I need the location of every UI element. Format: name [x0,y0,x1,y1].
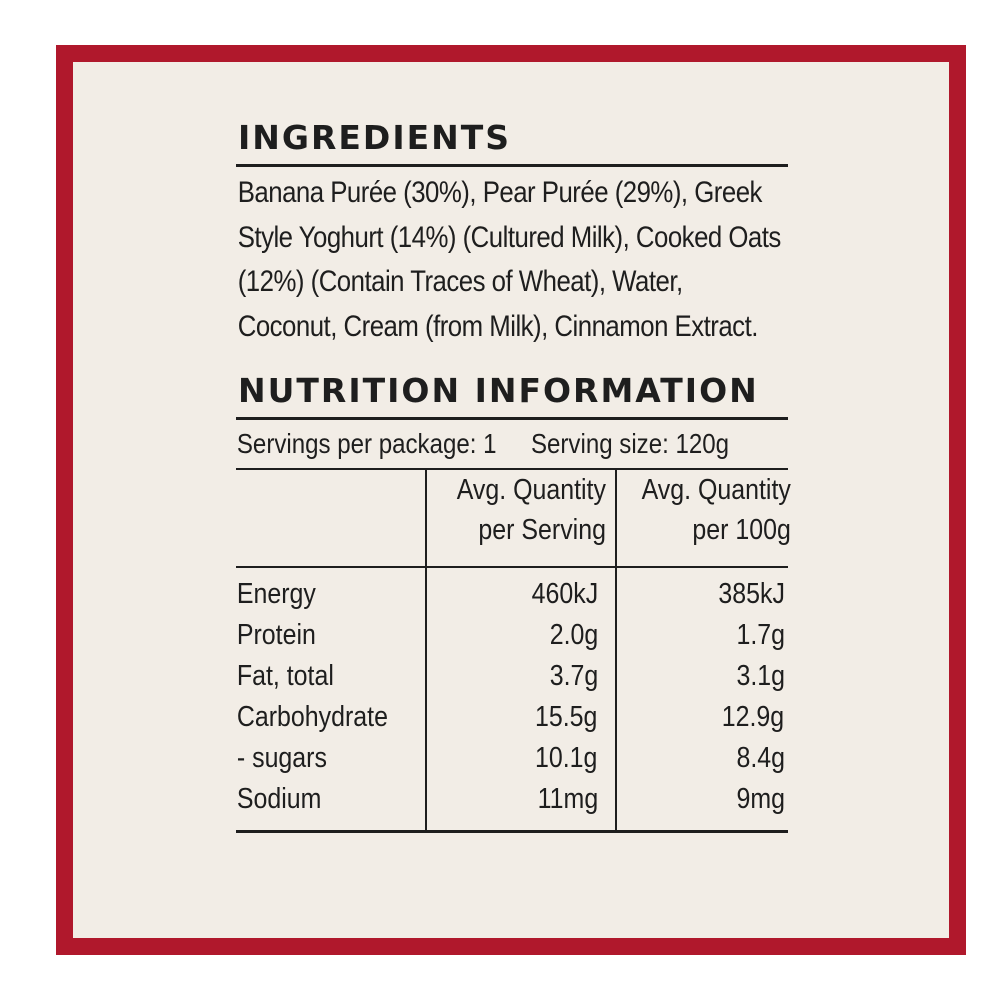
table-row: Carbohydrate 15.5g 12.9g [236,697,788,738]
value-per-100g: 385kJ [718,578,785,610]
nutrient-name: Sodium [236,783,322,815]
header-per-serving-line1: Avg. Quantity [457,474,607,506]
value-per-serving: 10.1g [535,742,598,774]
value-per-100g: 1.7g [736,619,785,651]
nutrition-table: Avg. Quantity per Serving Avg. Quantity … [236,470,791,834]
nutrition-divider [236,417,788,420]
header-blank-cell [236,470,426,568]
servings-info: Servings per package: 1 Serving size: 12… [236,420,787,468]
nutrient-name: Protein [236,619,316,651]
value-per-serving: 2.0g [549,619,598,651]
ingredients-divider [236,164,788,167]
value-per-serving: 11mg [537,783,598,815]
ingredients-list: Banana Purée (30%), Pear Purée (29%), Gr… [237,176,782,343]
value-per-serving: 3.7g [549,660,598,692]
value-per-100g: 9mg [736,783,785,815]
table-bottom-rule [236,830,788,834]
servings-divider [236,468,788,470]
table-row: - sugars 10.1g 8.4g [236,738,788,779]
table-row: Fat, total 3.7g 3.1g [236,656,788,697]
table-row: Energy 460kJ 385kJ [236,567,788,615]
value-per-serving: 15.5g [535,701,598,733]
table-row: Sodium 11mg 9mg [236,779,788,832]
nutrient-name: Fat, total [236,660,334,692]
value-per-100g: 12.9g [722,701,785,733]
ingredients-heading: INGREDIENTS [238,118,512,157]
serving-size: Serving size: 120g [530,428,730,459]
value-per-100g: 8.4g [736,742,785,774]
nutrient-name: Carbohydrate [236,701,388,733]
servings-per-package: Servings per package: 1 [236,428,497,459]
header-per-100g-line2: per 100g [692,514,791,546]
header-per-100g: Avg. Quantity per 100g [615,470,791,568]
nutrient-name: Energy [236,578,316,610]
header-per-serving: Avg. Quantity per Serving [425,470,616,568]
value-per-100g: 3.1g [736,660,785,692]
header-per-serving-line2: per Serving [478,514,607,546]
table-row: Protein 2.0g 1.7g [236,615,788,656]
nutrition-heading: NUTRITION INFORMATION [238,371,759,410]
header-per-100g-line1: Avg. Quantity [641,474,791,506]
value-per-serving: 460kJ [531,578,598,610]
nutrition-table-header: Avg. Quantity per Serving Avg. Quantity … [236,470,791,568]
label-content: INGREDIENTS Banana Purée (30%), Pear Pur… [236,118,791,834]
nutrient-name: - sugars [236,742,327,774]
